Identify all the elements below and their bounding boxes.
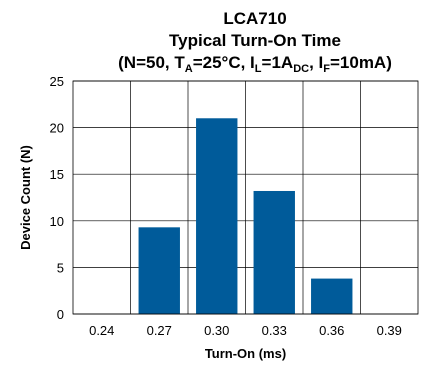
x-tick-label: 0.39	[377, 323, 402, 338]
x-tick-label: 0.33	[262, 323, 287, 338]
bar-0.30	[196, 118, 238, 314]
x-axis-ticks: 0.24 0.27 0.30 0.33 0.36 0.39	[89, 323, 402, 338]
chart-title: LCA710	[223, 9, 286, 28]
grid	[73, 80, 418, 315]
conditions-ta-value: =25°C, I	[193, 53, 255, 72]
x-tick-label: 0.24	[89, 323, 114, 338]
conditions-prefix: (N=50, T	[118, 53, 185, 72]
y-tick-label: 20	[50, 121, 64, 136]
conditions-dc-subscript: DC	[293, 63, 309, 75]
y-tick-label: 5	[57, 260, 64, 275]
conditions-if-subscript: F	[323, 63, 330, 75]
bars	[138, 118, 353, 314]
x-tick-label: 0.36	[319, 323, 344, 338]
y-tick-label: 0	[57, 307, 64, 322]
bar-0.36	[311, 278, 353, 314]
y-tick-label: 25	[50, 74, 64, 89]
y-tick-label: 10	[50, 214, 64, 229]
x-axis-title: Turn-On (ms)	[205, 346, 286, 361]
conditions-ta-subscript: A	[185, 63, 193, 75]
chart-conditions: (N=50, TA=25°C, IL=1ADC, IF=10mA)	[118, 53, 392, 75]
x-tick-label: 0.30	[204, 323, 229, 338]
plot-frame	[72, 80, 419, 315]
x-tick-label: 0.27	[147, 323, 172, 338]
conditions-il-value: =1A	[262, 53, 294, 72]
conditions-if-prefix: , I	[309, 53, 323, 72]
conditions-if-value: =10mA)	[330, 53, 392, 72]
bar-0.27	[138, 227, 180, 314]
y-axis-ticks: 0 5 10 15 20 25	[50, 74, 64, 322]
bar-0.33	[253, 190, 295, 314]
conditions-il-subscript: L	[255, 63, 262, 75]
y-axis-title: Device Count (N)	[18, 145, 33, 250]
y-tick-label: 15	[50, 167, 64, 182]
chart-subtitle: Typical Turn-On Time	[169, 31, 341, 50]
